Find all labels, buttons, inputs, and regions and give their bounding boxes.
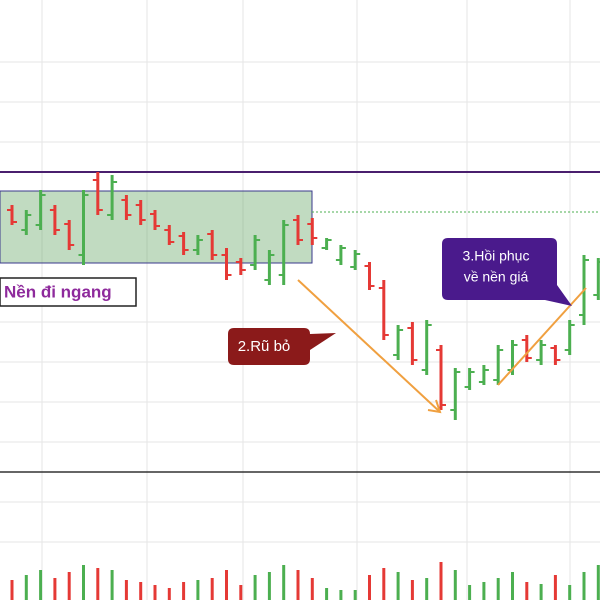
volume-bar (339, 590, 343, 600)
volume-bar (82, 565, 85, 600)
volume-bar (425, 578, 429, 600)
volume-bar (53, 578, 57, 600)
arrow (297, 279, 441, 413)
arrows (297, 279, 587, 414)
volume-bar (453, 570, 457, 600)
volume-bar (239, 585, 243, 600)
arrow-head (427, 399, 442, 414)
volume-bar (167, 588, 171, 600)
volume-bar (110, 570, 114, 600)
volume-bar (325, 588, 329, 600)
volume-bar (596, 565, 600, 600)
volume-bar (482, 582, 486, 600)
volume-bar (310, 578, 314, 600)
volume-bar (353, 590, 357, 600)
volume-bar (296, 570, 300, 600)
volume-bar (382, 568, 386, 600)
volume-bar (282, 565, 286, 600)
volume-bar (468, 585, 472, 600)
volume-bar (39, 570, 43, 600)
volume-bar (253, 575, 257, 600)
volume-bar (124, 580, 128, 600)
callout (442, 238, 572, 306)
volume-bar (396, 572, 400, 600)
volume-bar (182, 582, 186, 600)
volume-bar (511, 572, 514, 600)
volume-bar (10, 580, 14, 600)
volume-bar (539, 584, 543, 600)
volume-bar (553, 575, 557, 600)
volume-bar (67, 572, 71, 600)
volume-bar (153, 585, 157, 600)
volume-bar (225, 570, 228, 600)
arrow (497, 287, 587, 386)
volume-bar (139, 582, 143, 600)
volume-bar (582, 572, 586, 600)
annotation: về nền giá (464, 269, 529, 285)
callout (228, 328, 336, 365)
volume-bar (96, 568, 100, 600)
bars (7, 172, 600, 600)
annotation: 3.Hồi phục (463, 248, 530, 264)
volume-bar (410, 580, 414, 600)
volume-bar (196, 580, 200, 600)
volume-bar (267, 572, 271, 600)
volume-bar (439, 562, 443, 600)
volume-bar (368, 575, 371, 600)
label-box (0, 277, 137, 307)
volume-bar (568, 585, 572, 600)
volume-bar (525, 582, 529, 600)
volume-bar (496, 578, 500, 600)
annotation: 2.Rũ bỏ (238, 338, 291, 355)
volume-bar (210, 578, 214, 600)
volume-bar (24, 575, 28, 600)
annotation: Nền đi ngang (4, 282, 112, 301)
